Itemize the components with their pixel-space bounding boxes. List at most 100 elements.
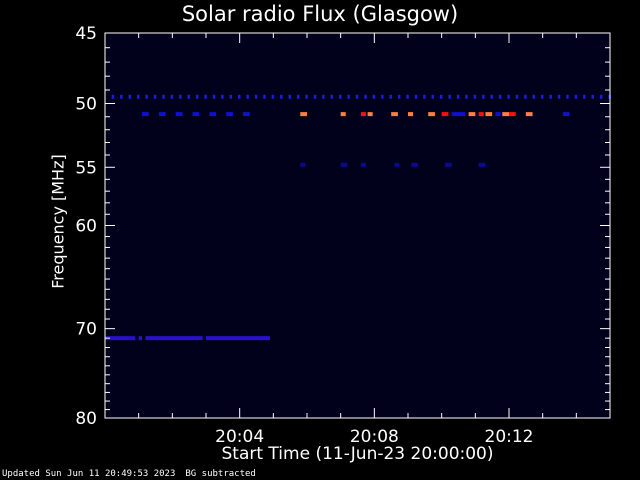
feature-mark [271, 94, 275, 99]
feature-mark [490, 94, 493, 99]
feature-segment [243, 112, 250, 117]
feature-segment [391, 112, 398, 117]
feature-mark [397, 94, 401, 99]
feature-mark [145, 94, 148, 99]
y-tick-label: 55 [75, 158, 97, 178]
feature-segment [394, 162, 400, 167]
feature-mark [372, 94, 376, 99]
feature-mark [179, 94, 182, 99]
feature-mark [591, 94, 594, 99]
feature-segment [408, 112, 414, 117]
feature-mark [549, 94, 552, 99]
feature-mark [456, 94, 460, 99]
feature-mark [136, 94, 140, 99]
x-tick-label: 20:04 [215, 427, 264, 447]
updated-timestamp: Updated Sun Jun 11 20:49:53 2023 [2, 469, 176, 479]
feature-segment [142, 112, 149, 117]
feature-mark [263, 94, 266, 99]
feature-mark [254, 94, 258, 99]
feature-segment [209, 112, 217, 117]
feature-segment [525, 112, 533, 117]
feature-segment [105, 336, 136, 341]
feature-mark [423, 94, 426, 99]
feature-segment [485, 112, 493, 117]
feature-mark [389, 94, 392, 99]
feature-segment [226, 112, 233, 117]
y-tick-label: 50 [75, 95, 97, 115]
feature-segment [495, 112, 501, 117]
y-axis-label: Frequency [MHz] [48, 154, 68, 289]
feature-segment [468, 112, 476, 117]
feature-segment [411, 162, 419, 167]
feature-segment [502, 112, 509, 117]
feature-segment [192, 112, 200, 117]
feature-mark [532, 94, 536, 99]
feature-segment [206, 336, 270, 341]
feature-mark [439, 94, 443, 99]
feature-segment [478, 162, 486, 167]
feature-segment [367, 112, 373, 117]
feature-segment [451, 112, 466, 117]
feature-mark [381, 94, 384, 99]
y-tick-label: 80 [75, 409, 97, 429]
feature-mark [162, 94, 165, 99]
feature-mark [330, 94, 334, 99]
footer-status: Updated Sun Jun 11 20:49:53 2023 BG subtr… [2, 469, 266, 479]
feature-mark [473, 94, 477, 99]
chart-title: Solar radio Flux (Glasgow) [181, 2, 459, 26]
feature-segment [158, 112, 166, 117]
feature-segment [562, 112, 570, 117]
feature-segment [441, 112, 449, 117]
plot-background [105, 33, 610, 418]
x-axis-label: Start Time (11-Jun-23 20:00:00) [221, 444, 494, 464]
feature-mark [288, 94, 291, 99]
feature-segment [428, 112, 435, 117]
feature-mark [338, 94, 342, 99]
feature-mark [574, 94, 578, 99]
feature-mark [237, 94, 241, 99]
feature-mark [431, 94, 435, 99]
emission-features [105, 94, 611, 341]
feature-mark [246, 94, 249, 99]
feature-segment [445, 162, 452, 167]
feature-segment [340, 162, 348, 167]
feature-mark [322, 94, 325, 99]
feature-mark [498, 94, 502, 99]
feature-mark [482, 94, 485, 99]
bg-note: BG subtracted [185, 469, 256, 479]
feature-mark [170, 94, 174, 99]
feature-mark [557, 94, 561, 99]
feature-mark [364, 94, 367, 99]
feature-mark [583, 94, 586, 99]
feature-mark [406, 94, 409, 99]
feature-segment [138, 336, 143, 341]
feature-mark [566, 94, 569, 99]
feature-mark [305, 94, 308, 99]
y-tick-label: 45 [75, 24, 97, 44]
feature-segment [478, 112, 484, 117]
y-tick-label: 60 [75, 217, 97, 237]
x-tick-label: 20:08 [350, 427, 399, 447]
feature-mark [229, 94, 233, 99]
feature-mark [507, 94, 510, 99]
feature-segment [175, 112, 183, 117]
feature-mark [212, 94, 216, 99]
feature-mark [111, 94, 115, 99]
feature-mark [515, 94, 519, 99]
feature-mark [204, 94, 207, 99]
feature-segment [360, 112, 366, 117]
feature-segment [300, 162, 306, 167]
feature-mark [540, 94, 544, 99]
feature-mark [221, 94, 224, 99]
feature-mark [347, 94, 350, 99]
feature-mark [355, 94, 359, 99]
feature-mark [153, 94, 157, 99]
feature-mark [599, 94, 603, 99]
feature-segment [145, 336, 203, 341]
feature-segment [340, 112, 346, 117]
y-tick-label: 70 [75, 320, 97, 340]
feature-mark [414, 94, 418, 99]
feature-mark [524, 94, 527, 99]
feature-mark [280, 94, 283, 99]
